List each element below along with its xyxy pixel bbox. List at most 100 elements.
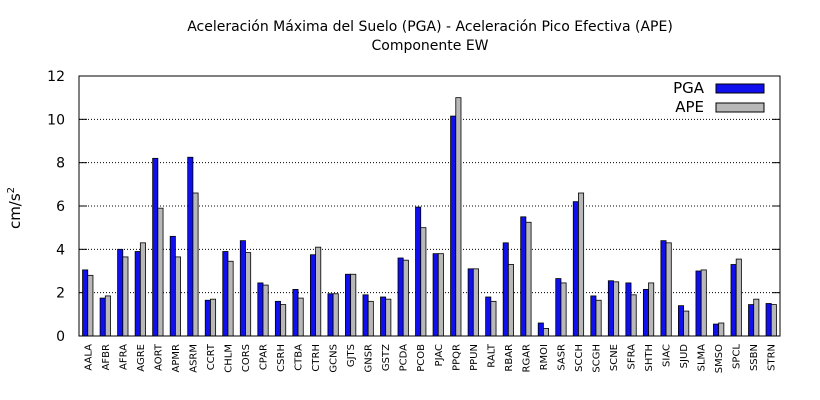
y-tick-label: 8 [56,156,65,172]
bar-ape-cors [245,252,252,337]
x-category-label: AFRA [118,344,129,370]
x-category-label: CTRH [311,344,322,372]
bar-ape-scgh [595,299,602,337]
bar-ape-rbar [507,264,514,337]
bar-pga-aala [82,269,89,337]
bar-ape-rgar [525,221,532,337]
bar-ape-gcns [332,293,339,337]
x-category-label: CHLM [223,344,234,373]
x-category-label: RGAR [521,344,532,373]
x-category-label: SASR [556,344,567,371]
bar-pga-rbar [502,242,509,337]
x-category-label: AGRE [136,344,147,372]
bar-pga-afbr [99,297,106,337]
x-category-label: GJTS [346,344,357,367]
bar-pga-agre [134,251,141,337]
bar-ape-scne [613,281,620,337]
x-category-label: SIAC [662,344,673,367]
bar-pga-ccrt [204,299,211,337]
bar-pga-pcob [415,206,422,337]
x-category-label: STRN [767,344,778,371]
x-category-label: SFRA [627,344,638,370]
bar-pga-pcda [397,257,404,337]
bar-pga-shth [642,289,649,337]
bar-pga-aort [152,157,159,337]
bar-pga-strn [765,303,772,337]
bar-pga-rmoi [537,322,544,337]
bar-ape-ppqr [455,97,462,337]
bar-pga-scch [572,201,579,337]
y-tick-label: 12 [47,69,65,85]
x-category-label: GSTZ [381,344,392,371]
bar-ape-pcda [402,259,409,337]
bar-ape-pjac [437,253,444,337]
y-tick-label: 2 [56,286,65,302]
bars [82,97,777,337]
legend-swatch-pga [715,83,765,94]
bar-ape-aala [87,274,94,337]
bar-pga-cors [239,240,246,337]
bar-ape-agre [139,242,146,337]
x-category-label: AFBR [101,344,112,370]
x-category-label: RBAR [504,344,515,372]
y-tick-label: 0 [56,329,65,345]
x-category-label: AORT [153,343,164,371]
bar-pga-asrm [187,156,194,337]
bar-ape-rmoi [543,328,550,337]
bar-pga-rgar [520,216,527,337]
bar-ape-smso [718,322,725,337]
bar-pga-csrh [274,300,281,337]
bar-pga-ppqr [450,115,457,337]
bar-pga-spcl [730,264,737,337]
x-category-label: CORS [241,344,252,372]
x-category-label: SCCH [574,344,585,372]
bar-pga-pjac [432,253,439,337]
plot-frame [78,75,781,337]
bar-ape-chlm [227,260,234,337]
x-category-label: CCRT [206,343,217,370]
chart-title: Aceleración Máxima del Suelo (PGA) - Ace… [187,19,673,35]
x-category-label: SJUD [679,344,690,369]
x-axis-categories: AALA AFBR AFRA AGRE AORT APMR ASRM CCRT CHLM CORS… [83,343,777,373]
bar-pga-sjud [678,305,685,337]
legend-label-pga: PGA [673,79,705,97]
bar-pga-cpar [257,282,264,337]
bar-pga-sasr [555,278,562,337]
x-category-label: SLMA [697,344,708,372]
y-axis-label-unit: cm/s [6,193,24,229]
y-tick-label: 6 [56,199,65,215]
y-axis-label-superscript: 2 [6,187,17,193]
x-category-label: GCNS [329,344,340,373]
y-tick-label: 10 [47,112,65,128]
bar-ape-strn [770,304,777,337]
y-axis-label: cm/s2 [6,187,24,229]
bar-pga-gjts [345,273,352,337]
bar-ape-siac [665,242,672,337]
x-category-label: SCGH [591,344,602,373]
x-category-label: APMR [171,344,182,372]
bar-pga-gnsr [362,294,369,337]
bar-ape-sjud [683,310,690,337]
bar-pga-siac [660,240,667,337]
bar-pga-ralt [485,296,492,337]
x-category-label: RALT [486,343,497,368]
grid-lines [79,118,780,294]
x-category-label: SMSO [714,344,725,373]
bar-ape-scch [578,192,585,337]
bar-pga-afra [117,248,124,337]
chart-subtitle: Componente EW [371,38,488,54]
bar-pga-scgh [590,295,597,337]
bar-pga-ppun [467,268,474,337]
bar-ape-spcl [735,258,742,337]
bar-ape-ralt [490,300,497,337]
x-category-label: CSRH [276,344,287,372]
x-category-label: PCDA [399,344,410,372]
bar-ape-sasr [560,282,567,337]
bar-pga-gstz [380,296,387,337]
bar-ape-afbr [104,295,111,337]
x-category-label: AALA [83,344,94,371]
x-category-label: SSBN [749,344,760,371]
bar-pga-smso [713,323,720,337]
bar-pga-ctba [292,289,299,337]
bar-ape-ssbn [753,298,760,337]
